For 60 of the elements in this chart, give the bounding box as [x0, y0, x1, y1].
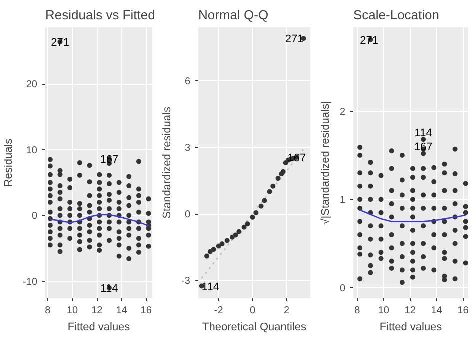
point [204, 254, 210, 259]
x-tick-label: 10 [66, 306, 79, 316]
x-tick-label: 12 [404, 306, 416, 316]
point [262, 198, 268, 204]
y-tick-label: 3 [184, 142, 191, 154]
y-tick-label: 1 [340, 195, 346, 206]
y-tick-label: 20 [26, 80, 38, 91]
x-tick-label: 10 [378, 306, 390, 316]
x-axis-title: Theoretical Quantiles [202, 322, 307, 334]
annotation: 114 [414, 128, 432, 140]
y-axis-title: √|Standardized residuals| [320, 101, 332, 225]
point [224, 238, 230, 244]
x-tick-label: 16 [140, 306, 152, 316]
point [250, 214, 256, 220]
chart-title: Residuals vs Fitted [46, 8, 156, 22]
y-tick-label: 0 [184, 210, 191, 221]
x-tick-label: 12 [92, 306, 104, 316]
point [220, 242, 225, 247]
x-tick-label: 0 [250, 306, 256, 316]
point [280, 169, 286, 174]
annotation: 167 [414, 142, 433, 154]
point [211, 247, 216, 252]
point [270, 184, 276, 189]
y-tick-label: 0 [340, 283, 346, 294]
y-tick-label: -10 [23, 276, 38, 288]
chart-title: Scale-Location [354, 8, 440, 22]
y-tick-label: 0 [32, 211, 38, 222]
x-tick-label: 8 [354, 306, 361, 316]
annotation: 114 [100, 282, 118, 295]
y-tick-label: -3 [182, 276, 191, 288]
point [242, 224, 247, 230]
point [267, 189, 272, 194]
y-axis-title: Standardized residuals [162, 106, 174, 219]
annotation: 114 [202, 281, 220, 294]
x-tick-label: -2 [214, 306, 224, 316]
point [245, 222, 250, 227]
x-tick-label: 14 [116, 306, 128, 316]
x-tick-label: 8 [45, 306, 52, 316]
y-tick-label: 10 [26, 145, 38, 156]
annotation: 271 [360, 34, 379, 47]
y-axis-title: Residuals [3, 138, 16, 188]
point [208, 249, 213, 254]
point [216, 244, 222, 249]
x-axis-title: Fitted values [380, 322, 443, 334]
annotation: 167 [288, 152, 306, 164]
point [276, 176, 281, 182]
y-tick-label: 2 [340, 106, 346, 118]
chart-title: Normal Q-Q [198, 8, 269, 22]
annotation: 271 [285, 34, 304, 46]
point [258, 204, 264, 209]
point [233, 232, 238, 238]
x-tick-label: 14 [431, 306, 443, 316]
x-axis-title: Fitted values [68, 322, 131, 334]
point [230, 234, 235, 240]
point [254, 210, 259, 216]
point [236, 229, 242, 234]
x-tick-label: 16 [458, 306, 470, 316]
y-tick-label: 6 [184, 76, 191, 88]
annotation: 271 [51, 36, 70, 49]
x-tick-label: 2 [284, 306, 290, 316]
